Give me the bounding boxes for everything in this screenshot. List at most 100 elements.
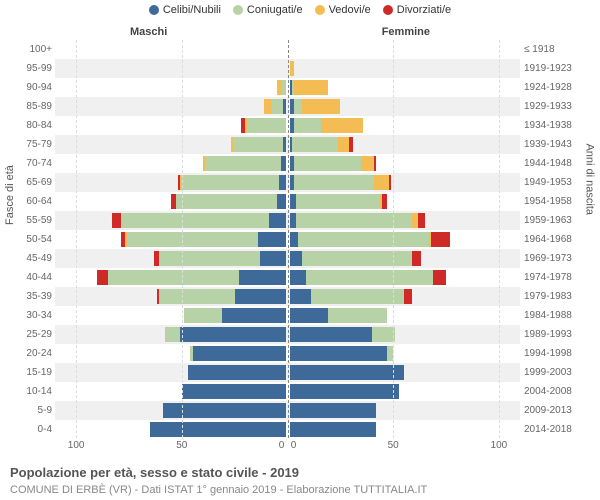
- legend-swatch: [383, 5, 393, 15]
- age-label: 85-89: [10, 97, 52, 116]
- age-label: 40-44: [10, 268, 52, 287]
- age-label: 60-64: [10, 192, 52, 211]
- birth-label: 2014-2018: [524, 420, 588, 439]
- age-label: 100+: [10, 40, 52, 59]
- legend-item: Vedovi/e: [315, 4, 371, 16]
- bar-segment: [188, 365, 285, 380]
- bar-segment: [184, 308, 222, 323]
- male-bar: [150, 422, 285, 437]
- female-bar: [290, 422, 377, 437]
- female-bar: [290, 308, 387, 323]
- bar-segment: [269, 213, 286, 228]
- age-label: 30-34: [10, 306, 52, 325]
- female-bar: [290, 251, 421, 266]
- bar-segment: [290, 308, 328, 323]
- bar-segment: [180, 327, 286, 342]
- pyramid-chart: Celibi/NubiliConiugati/eVedovi/eDivorzia…: [0, 0, 600, 500]
- bar-segment: [247, 118, 285, 133]
- bar-segment: [382, 194, 386, 209]
- age-label: 5-9: [10, 401, 52, 420]
- legend: Celibi/NubiliConiugati/eVedovi/eDivorzia…: [0, 4, 600, 16]
- male-bar: [154, 251, 285, 266]
- plot-area: 100+≤ 191895-991919-192390-941924-192885…: [55, 40, 520, 438]
- legend-item: Coniugati/e: [233, 4, 303, 16]
- birth-label: 1964-1968: [524, 230, 588, 249]
- female-bar: [290, 403, 377, 418]
- bar-segment: [290, 327, 372, 342]
- bar-segment: [290, 384, 400, 399]
- bar-segment: [294, 118, 321, 133]
- bar-segment: [260, 251, 285, 266]
- bar-segment: [283, 99, 285, 114]
- male-bar: [97, 270, 285, 285]
- bar-segment: [290, 270, 307, 285]
- female-bar: [290, 213, 425, 228]
- birth-label: 1984-1988: [524, 306, 588, 325]
- bar-segment: [374, 156, 376, 171]
- female-bar: [290, 346, 394, 361]
- bar-segment: [338, 137, 349, 152]
- bar-segment: [159, 289, 235, 304]
- birth-label: 1924-1928: [524, 78, 588, 97]
- bar-segment: [389, 175, 391, 190]
- x-tick: 100: [68, 440, 85, 451]
- male-bar: [203, 156, 285, 171]
- female-bar: [290, 156, 377, 171]
- bar-segment: [281, 80, 285, 95]
- bar-segment: [294, 80, 328, 95]
- bar-segment: [387, 346, 393, 361]
- bar-segment: [108, 270, 239, 285]
- male-bar: [277, 80, 285, 95]
- grid-line: [76, 40, 77, 438]
- male-bar: [157, 289, 286, 304]
- legend-label: Celibi/Nubili: [163, 4, 221, 16]
- bar-segment: [279, 175, 285, 190]
- bar-segment: [290, 403, 377, 418]
- bar-segment: [165, 327, 180, 342]
- bar-segment: [292, 137, 339, 152]
- x-tick: 0: [279, 440, 285, 451]
- legend-swatch: [149, 5, 159, 15]
- birth-label: 1929-1933: [524, 97, 588, 116]
- bar-segment: [127, 232, 258, 247]
- x-tick: 50: [176, 440, 187, 451]
- age-label: 75-79: [10, 135, 52, 154]
- bar-segment: [294, 175, 374, 190]
- bar-segment: [271, 99, 284, 114]
- bar-segment: [290, 61, 294, 76]
- bar-segment: [302, 251, 412, 266]
- bar-segment: [306, 270, 433, 285]
- bar-segment: [349, 137, 353, 152]
- bar-segment: [290, 289, 311, 304]
- age-label: 10-14: [10, 382, 52, 401]
- bar-segment: [290, 365, 404, 380]
- bar-segment: [433, 270, 446, 285]
- center-line: [288, 40, 289, 438]
- female-title: Femmine: [382, 26, 430, 38]
- age-label: 0-4: [10, 420, 52, 439]
- female-bar: [290, 327, 396, 342]
- x-axis: 100500050100: [55, 440, 520, 456]
- bar-segment: [294, 156, 362, 171]
- birth-label: 1934-1938: [524, 116, 588, 135]
- bar-segment: [281, 156, 285, 171]
- male-bar: [182, 384, 286, 399]
- male-bar: [112, 213, 285, 228]
- bar-segment: [97, 270, 108, 285]
- male-title: Maschi: [130, 26, 167, 38]
- bar-segment: [112, 213, 120, 228]
- female-bar: [290, 80, 328, 95]
- bar-segment: [277, 194, 285, 209]
- caption: Popolazione per età, sesso e stato civil…: [10, 465, 299, 480]
- bar-segment: [222, 308, 285, 323]
- bar-segment: [193, 346, 286, 361]
- age-label: 25-29: [10, 325, 52, 344]
- age-label: 45-49: [10, 249, 52, 268]
- legend-swatch: [233, 5, 243, 15]
- bar-segment: [121, 213, 269, 228]
- birth-label: 2009-2013: [524, 401, 588, 420]
- bar-segment: [321, 118, 363, 133]
- bar-segment: [311, 289, 404, 304]
- male-bar: [190, 346, 285, 361]
- bar-segment: [290, 422, 377, 437]
